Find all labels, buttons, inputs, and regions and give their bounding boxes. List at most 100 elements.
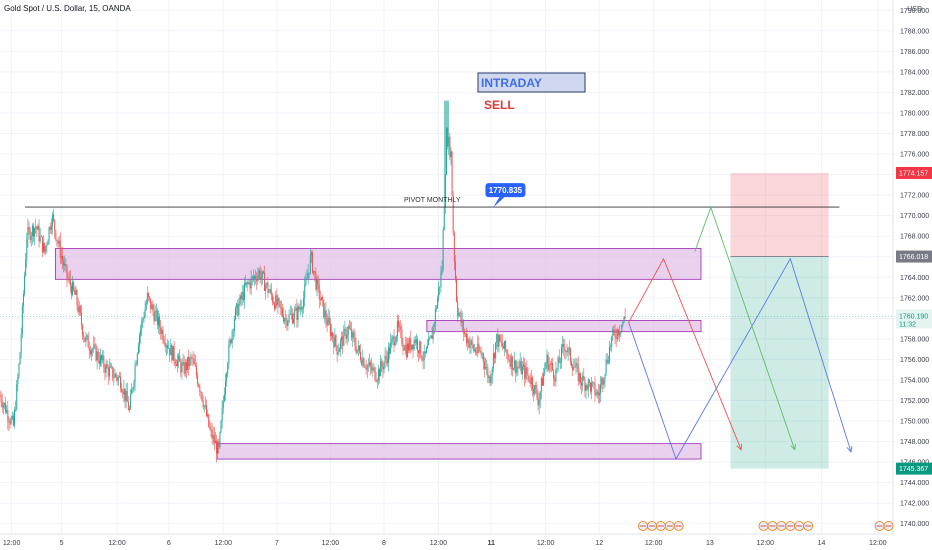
candle-body (176, 360, 178, 367)
candle-body (538, 399, 540, 406)
candle-body (25, 259, 27, 276)
candle-body (257, 275, 259, 282)
candle-body (324, 310, 326, 318)
candle-body (537, 397, 539, 406)
candle-body (515, 360, 517, 374)
candle-body (222, 400, 224, 408)
candle-body (347, 326, 349, 335)
y-tick-label: 1768.000 (900, 234, 929, 241)
candle-body (550, 363, 552, 365)
candle-body (320, 297, 322, 301)
candle-body (11, 415, 13, 419)
candle-body (276, 295, 278, 306)
candle-body (9, 422, 11, 424)
candle-body (32, 225, 34, 237)
candle-body (158, 316, 160, 326)
candle-body (523, 364, 525, 367)
candle-body (577, 364, 579, 382)
candle-body (456, 278, 458, 302)
candle-body (432, 325, 434, 340)
candle-body (291, 313, 293, 324)
candle-body (267, 282, 269, 293)
candle-body (284, 319, 286, 322)
price-callout-box (485, 183, 526, 198)
y-tick-label: 1772.000 (900, 193, 929, 200)
candle-body (79, 306, 81, 313)
candle-body (614, 332, 616, 338)
candle-body (212, 434, 214, 439)
x-tick-label: 14 (818, 540, 826, 547)
y-tick-label: 1776.000 (900, 152, 929, 159)
candle-body (459, 312, 461, 314)
candle-body (322, 297, 324, 300)
candle-body (582, 375, 584, 386)
candle-body (209, 426, 211, 430)
candle-body (95, 344, 97, 361)
candle-body (334, 335, 336, 348)
candle-body (368, 362, 370, 366)
candle-body (410, 338, 412, 350)
candle-body (154, 312, 156, 322)
candle-body (574, 367, 576, 369)
candle-body (226, 373, 228, 381)
candle-body (485, 367, 487, 369)
candle-body (365, 367, 367, 370)
candle-body (526, 367, 528, 375)
candle-body (227, 364, 229, 374)
candle-body (94, 344, 96, 345)
candle-body (491, 367, 493, 376)
candle-body (443, 206, 445, 231)
candle-body (621, 324, 623, 332)
candle-body (476, 352, 478, 354)
candle-body (140, 329, 142, 336)
candle-body (506, 350, 508, 354)
candle-body (502, 346, 504, 349)
candle-body (450, 151, 452, 158)
candle-body (171, 344, 173, 361)
y-tick-label: 1782.000 (900, 90, 929, 97)
candle-body (135, 363, 137, 366)
candle-body (413, 339, 415, 350)
candle-body (371, 366, 373, 371)
price-axis[interactable]: 1740.0001742.0001744.0001746.0001748.000… (900, 8, 929, 528)
candle-body (504, 341, 506, 349)
y-tick-label: 1786.000 (900, 49, 929, 56)
candle-body (147, 293, 149, 297)
candle-body (80, 312, 82, 325)
candle-body (362, 358, 364, 365)
candle-body (310, 252, 312, 255)
time-axis[interactable]: 12:00 5 12:00 6 12:00 7 12:00 8 12:00 11 12:00 12 12… (3, 540, 887, 547)
candle-body (604, 373, 606, 380)
candle-body (411, 344, 413, 350)
candle-body (54, 219, 56, 231)
x-tick-label: 12:00 (3, 540, 21, 547)
candle-body (67, 278, 69, 279)
red-projection-arrowhead (736, 443, 743, 451)
candle-body (89, 350, 91, 355)
x-tick-label: 12:00 (645, 540, 663, 547)
candle-body (55, 230, 57, 240)
middle-zone (426, 319, 702, 333)
current-price-label: 1760.190 (899, 313, 928, 320)
candle-body (446, 127, 447, 175)
candle-body (558, 357, 560, 363)
candle-body (439, 286, 441, 288)
candle-body (498, 335, 500, 347)
candle-body (518, 367, 520, 368)
candle-body (2, 404, 4, 408)
candle-body (329, 323, 331, 337)
candle-body (606, 359, 608, 363)
candle-body (124, 388, 126, 401)
candle-body (82, 324, 84, 336)
current-price-tag (896, 309, 932, 329)
candle-body (520, 361, 522, 375)
candle-body (499, 335, 501, 342)
candle-body (562, 344, 564, 347)
candle-body (374, 367, 376, 381)
blue-projection-arrowhead (846, 445, 853, 453)
candle-body (364, 367, 366, 368)
candle-body (573, 367, 575, 371)
candle-body (266, 282, 268, 286)
candle-body (70, 285, 72, 295)
intraday-box (477, 72, 586, 93)
